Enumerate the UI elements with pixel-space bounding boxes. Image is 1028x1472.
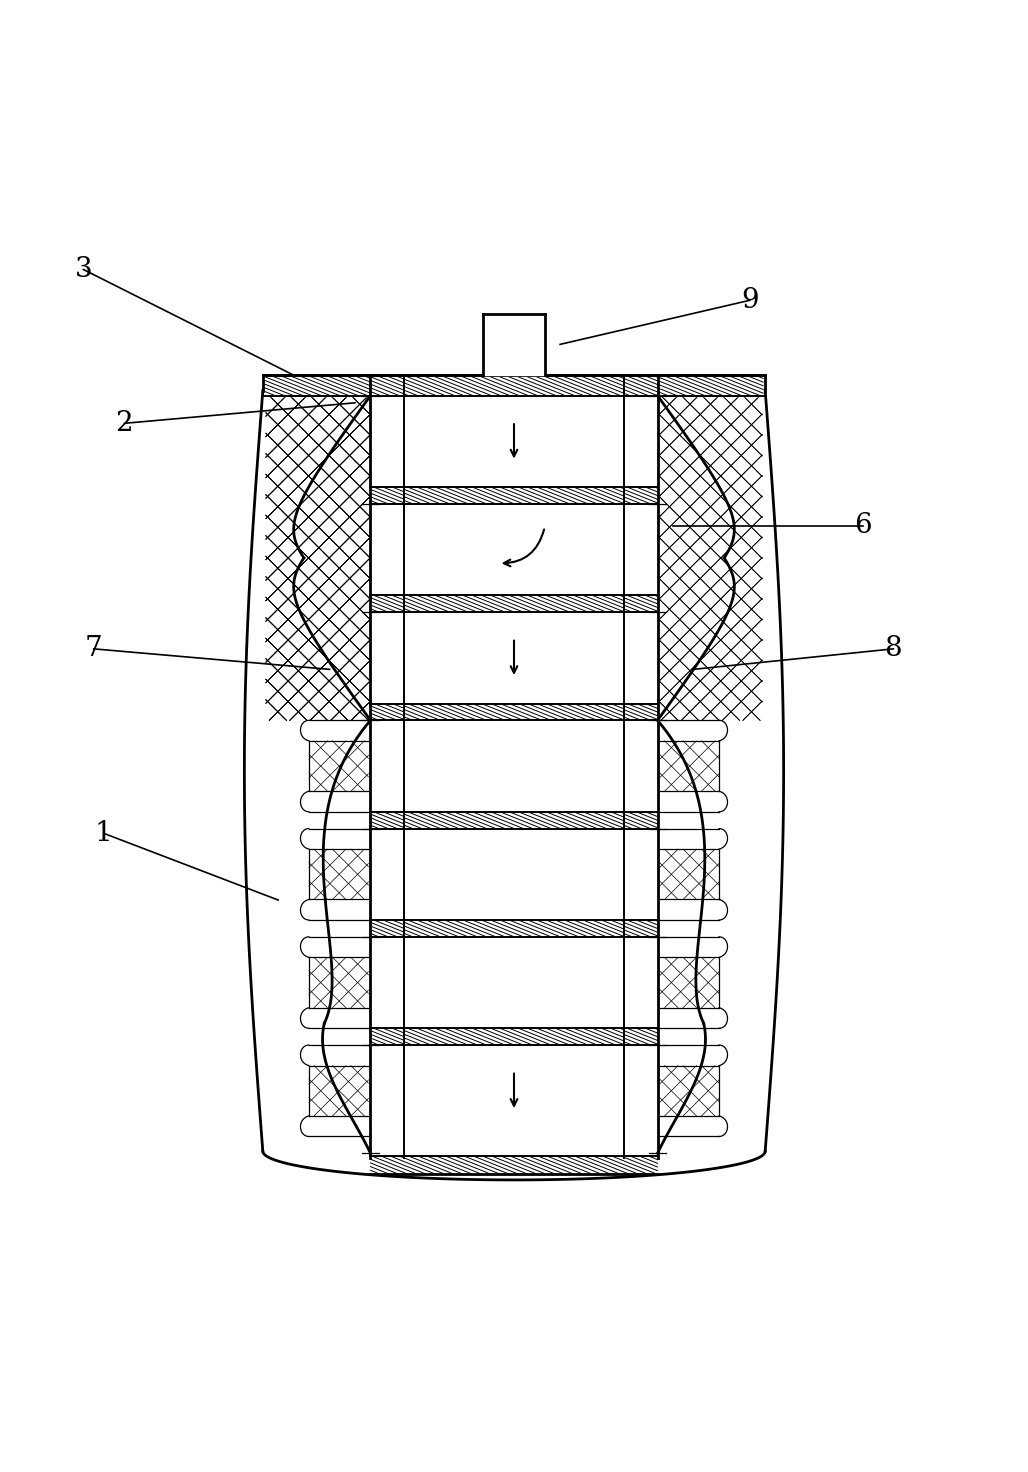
Polygon shape	[370, 375, 658, 396]
Polygon shape	[404, 811, 624, 829]
Polygon shape	[370, 704, 404, 720]
Polygon shape	[370, 1029, 404, 1045]
Polygon shape	[404, 920, 624, 936]
Polygon shape	[370, 595, 404, 612]
Polygon shape	[658, 375, 765, 396]
Polygon shape	[624, 811, 658, 829]
Polygon shape	[624, 487, 658, 503]
Polygon shape	[624, 704, 658, 720]
Polygon shape	[309, 1066, 368, 1116]
Polygon shape	[370, 487, 404, 503]
Polygon shape	[660, 1066, 719, 1116]
Text: 2: 2	[115, 409, 134, 437]
Polygon shape	[624, 1029, 658, 1045]
Polygon shape	[658, 396, 762, 720]
Polygon shape	[370, 1157, 658, 1173]
Polygon shape	[266, 396, 370, 720]
Polygon shape	[309, 740, 368, 792]
Polygon shape	[483, 314, 545, 375]
Text: 8: 8	[884, 636, 903, 662]
Polygon shape	[660, 957, 719, 1008]
Polygon shape	[263, 375, 370, 396]
Polygon shape	[370, 811, 404, 829]
Text: 3: 3	[75, 256, 93, 283]
Polygon shape	[266, 396, 370, 720]
Polygon shape	[658, 396, 762, 720]
Polygon shape	[624, 920, 658, 936]
Polygon shape	[404, 487, 624, 503]
Polygon shape	[660, 849, 719, 899]
Polygon shape	[404, 704, 624, 720]
Polygon shape	[309, 957, 368, 1008]
Polygon shape	[309, 849, 368, 899]
Polygon shape	[660, 740, 719, 792]
Polygon shape	[404, 595, 624, 612]
Text: 9: 9	[741, 287, 759, 314]
Text: 7: 7	[84, 636, 103, 662]
Text: 6: 6	[854, 512, 872, 539]
Polygon shape	[404, 1029, 624, 1045]
Polygon shape	[624, 595, 658, 612]
Polygon shape	[370, 920, 404, 936]
Text: 1: 1	[95, 820, 113, 846]
